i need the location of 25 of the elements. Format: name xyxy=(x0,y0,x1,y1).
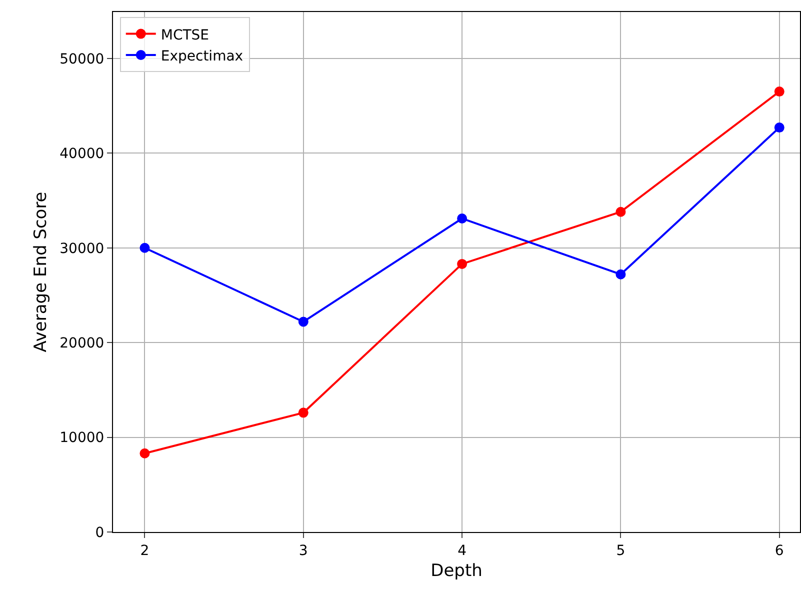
y-axis-title: Average End Score xyxy=(31,192,52,352)
x-tick-label: 2 xyxy=(140,542,150,559)
point xyxy=(774,86,784,97)
y-tick-label: 30000 xyxy=(60,240,104,257)
point xyxy=(457,258,468,269)
x-axis-title: Depth xyxy=(430,561,482,582)
y-tick-label: 0 xyxy=(95,524,104,541)
x-tick-label: 4 xyxy=(458,542,467,559)
point xyxy=(457,213,468,224)
x-tick-label: 6 xyxy=(774,542,784,559)
y-tick-label: 10000 xyxy=(60,430,104,446)
y-tick-label: 50000 xyxy=(60,51,104,68)
point xyxy=(140,448,150,458)
point xyxy=(298,408,308,418)
legend-label: MCTSE xyxy=(160,27,210,44)
point xyxy=(616,269,626,280)
x-tick-label: 3 xyxy=(298,542,308,559)
y-tick-label: 20000 xyxy=(60,335,104,352)
y-tick-label: 40000 xyxy=(60,146,104,162)
point xyxy=(298,316,308,327)
point xyxy=(616,206,626,217)
legend-label: Expectimax xyxy=(160,48,244,64)
point xyxy=(774,122,784,133)
x-tick-label: 5 xyxy=(616,542,626,559)
point xyxy=(140,242,150,253)
